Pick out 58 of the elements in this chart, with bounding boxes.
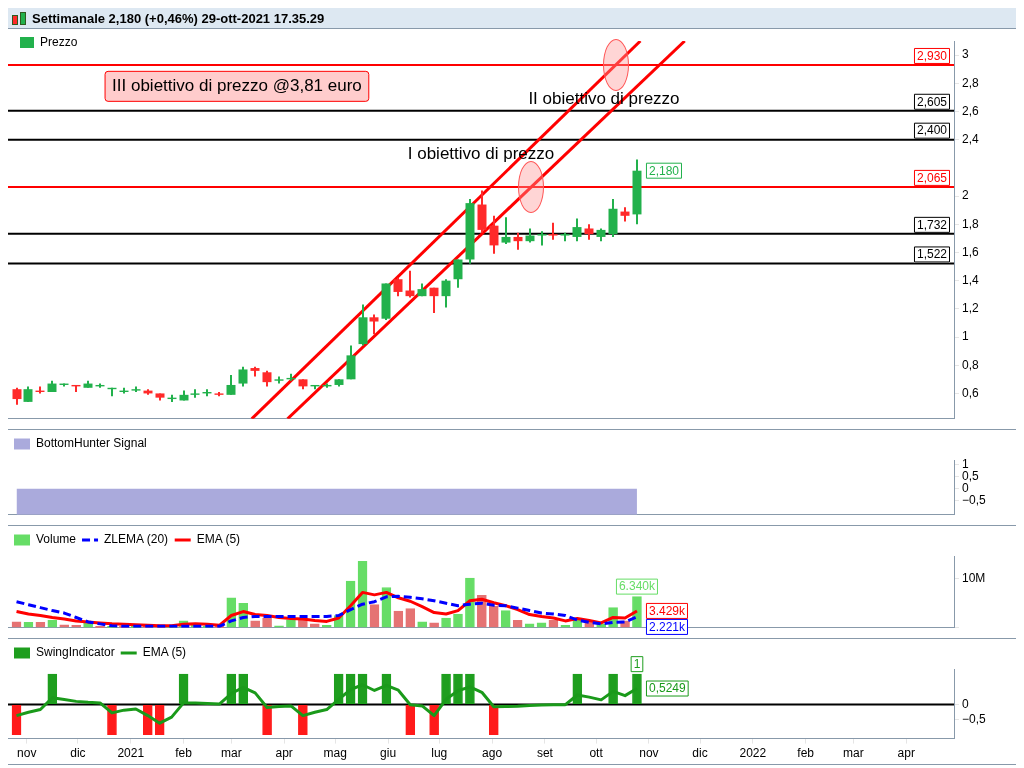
x-tick-label: lug xyxy=(431,746,448,761)
ref-line-label: 1,732 xyxy=(916,217,948,232)
x-tick-label: nov xyxy=(639,746,659,761)
legend-label: Prezzo xyxy=(40,35,78,49)
ref-line-label: 2,930 xyxy=(916,48,948,63)
data-label: 2.221k xyxy=(648,619,686,634)
y-tick-label: 3 xyxy=(962,47,969,62)
x-tick-label: mar xyxy=(220,746,242,761)
x-tick-label: apr xyxy=(275,746,293,761)
y-tick-label: −0,5 xyxy=(962,711,987,726)
y-tick-label: 1,4 xyxy=(962,272,980,287)
x-tick-label: ago xyxy=(482,746,503,761)
legend-label: BottomHunter Signal xyxy=(36,436,147,451)
data-label: 0,5249 xyxy=(648,681,686,696)
x-tick-label: dic xyxy=(70,746,86,761)
y-tick-label: 2,8 xyxy=(962,75,980,90)
ref-line-label: 2,605 xyxy=(916,94,948,109)
x-tick-label: feb xyxy=(175,746,193,761)
y-tick-label: 2 xyxy=(962,188,969,203)
x-tick-label: mag xyxy=(323,746,347,761)
y-tick-label: 2,6 xyxy=(962,103,980,118)
y-tick-label: 0 xyxy=(962,696,969,711)
legend-label: EMA (5) xyxy=(196,532,241,547)
y-tick-label: 1 xyxy=(962,456,969,471)
annotation: III obiettivo di prezzo @3,81 euro xyxy=(112,76,362,96)
data-label: 1 xyxy=(633,656,641,671)
x-tick-label: ott xyxy=(589,746,604,761)
y-tick-label: 1,6 xyxy=(962,244,980,259)
x-tick-label: feb xyxy=(797,746,815,761)
text: 2,180 xyxy=(648,163,679,178)
x-tick-label: apr xyxy=(897,746,915,761)
y-tick-label: 0,8 xyxy=(962,357,980,372)
y-tick-label: 0 xyxy=(962,481,969,496)
chart-title: Settimanale 2,180 (+0,46%) 29-ott-2021 17.35.29 xyxy=(32,10,325,26)
data-label: 3.429k xyxy=(648,603,686,618)
legend-label: SwingIndicator xyxy=(36,645,115,660)
y-tick-label: 0,6 xyxy=(962,385,980,400)
y-tick-label: 1 xyxy=(962,329,969,344)
legend-label: ZLEMA (20) xyxy=(104,532,169,547)
data-label: 6.340k xyxy=(618,579,656,594)
x-tick-label: set xyxy=(536,746,554,761)
x-tick-label: nov xyxy=(17,746,37,761)
ref-line-label: 1,522 xyxy=(916,247,948,262)
x-tick-label: 2021 xyxy=(117,746,145,761)
x-tick-label: 2022 xyxy=(739,746,767,761)
ref-line-label: 2,400 xyxy=(916,123,948,138)
x-tick-label: mar xyxy=(843,746,864,761)
y-tick-label: 2,4 xyxy=(962,131,980,146)
x-tick-label: dic xyxy=(692,746,708,761)
x-tick-label: giu xyxy=(380,746,397,761)
legend-label: Volume xyxy=(36,532,77,547)
y-tick-label: −0,5 xyxy=(962,493,987,508)
ref-line-label: 2,065 xyxy=(916,170,948,185)
y-tick-label: 0,5 xyxy=(962,469,980,484)
y-tick-label: 10M xyxy=(962,570,986,585)
y-tick-label: 1,8 xyxy=(962,216,980,231)
y-tick-label: 1,2 xyxy=(962,301,980,316)
legend-label: EMA (5) xyxy=(142,645,187,660)
